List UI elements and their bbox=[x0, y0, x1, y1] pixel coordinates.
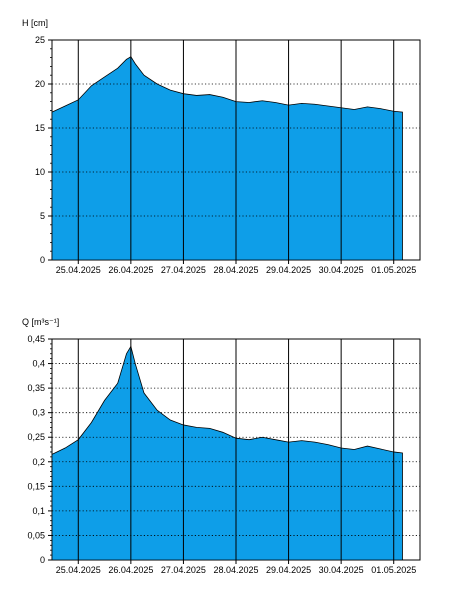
discharge-data-point bbox=[380, 448, 381, 449]
level-data-point bbox=[51, 112, 52, 113]
discharge-xtick-label: 29.04.2025 bbox=[266, 565, 311, 575]
level-data-point bbox=[327, 105, 328, 106]
discharge-data-point bbox=[314, 442, 315, 443]
level-xtick-label: 29.04.2025 bbox=[266, 265, 311, 275]
level-data-point bbox=[91, 85, 92, 86]
level-data-point bbox=[354, 109, 355, 110]
level-data-point bbox=[367, 106, 368, 107]
discharge-data-point bbox=[301, 440, 302, 441]
level-xtick-label: 01.05.2025 bbox=[371, 265, 416, 275]
discharge-ylabel: Q [m³s⁻¹] bbox=[22, 317, 59, 327]
level-data-point bbox=[209, 94, 210, 95]
level-ytick-label: 0 bbox=[40, 255, 45, 265]
discharge-data-point bbox=[143, 392, 144, 393]
discharge-data-point bbox=[65, 447, 66, 448]
discharge-ytick-label: 0,4 bbox=[32, 359, 45, 369]
discharge-data-point bbox=[157, 410, 158, 411]
discharge-ytick-label: 0,15 bbox=[27, 481, 45, 491]
level-data-point bbox=[143, 75, 144, 76]
level-chart: 0 5 10 15 20 25 25.04.2025 26.04.2025 27.04.2025… bbox=[22, 18, 421, 275]
discharge-xtick-label: 28.04.2025 bbox=[213, 565, 258, 575]
discharge-data-point bbox=[327, 444, 328, 445]
discharge-data-point bbox=[249, 439, 250, 440]
level-ytick-label: 20 bbox=[35, 79, 45, 89]
level-series-area bbox=[51, 56, 403, 261]
discharge-xtick-label: 27.04.2025 bbox=[161, 565, 206, 575]
level-ytick-label: 15 bbox=[35, 123, 45, 133]
level-xtick-label: 28.04.2025 bbox=[213, 265, 258, 275]
level-ylabel: H [cm] bbox=[22, 18, 48, 28]
discharge-xtick-label: 30.04.2025 bbox=[319, 565, 364, 575]
level-data-point bbox=[249, 102, 250, 103]
level-data-point bbox=[170, 90, 171, 91]
level-data-point bbox=[196, 95, 197, 96]
discharge-ytick-label: 0,45 bbox=[27, 334, 45, 344]
level-data-point bbox=[275, 102, 276, 103]
level-data-point bbox=[65, 105, 66, 106]
discharge-data-point bbox=[51, 454, 52, 455]
discharge-series-area bbox=[51, 345, 403, 561]
discharge-data-point bbox=[354, 449, 355, 450]
discharge-chart: 0 0,05 0,1 0,15 0,2 0,25 0,3 0,35 0,4 0,45 25.04.2… bbox=[22, 317, 421, 575]
discharge-data-point bbox=[170, 419, 171, 420]
level-data-point bbox=[104, 76, 105, 77]
level-data-point bbox=[135, 63, 136, 64]
discharge-ytick-label: 0,3 bbox=[32, 408, 45, 418]
level-data-point bbox=[117, 68, 118, 69]
level-data-point bbox=[402, 112, 403, 113]
level-ytick-label: 5 bbox=[40, 211, 45, 221]
level-data-point bbox=[301, 103, 302, 104]
discharge-ytick-label: 0,25 bbox=[27, 432, 45, 442]
discharge-data-point bbox=[275, 439, 276, 440]
level-data-point bbox=[222, 97, 223, 98]
discharge-data-point bbox=[402, 452, 403, 453]
level-data-point bbox=[262, 100, 263, 101]
discharge-ytick-label: 0,1 bbox=[32, 506, 45, 516]
discharge-xtick-label: 26.04.2025 bbox=[108, 565, 153, 575]
discharge-ytick-label: 0 bbox=[40, 555, 45, 565]
discharge-data-point bbox=[126, 353, 127, 354]
discharge-data-point bbox=[135, 363, 136, 364]
level-xtick-label: 26.04.2025 bbox=[108, 265, 153, 275]
discharge-data-point bbox=[104, 400, 105, 401]
level-xtick-label: 30.04.2025 bbox=[319, 265, 364, 275]
level-ytick-label: 25 bbox=[35, 35, 45, 45]
level-data-point bbox=[314, 104, 315, 105]
level-xtick-label: 25.04.2025 bbox=[56, 265, 101, 275]
level-data-point bbox=[126, 59, 127, 60]
discharge-ytick-label: 0,35 bbox=[27, 383, 45, 393]
level-ytick-label: 10 bbox=[35, 167, 45, 177]
discharge-data-point bbox=[196, 427, 197, 428]
discharge-data-point bbox=[262, 437, 263, 438]
discharge-data-point bbox=[91, 422, 92, 423]
level-data-point bbox=[380, 108, 381, 109]
discharge-ytick-label: 0,2 bbox=[32, 457, 45, 467]
discharge-xtick-label: 25.04.2025 bbox=[56, 565, 101, 575]
discharge-data-point bbox=[367, 445, 368, 446]
discharge-data-point bbox=[209, 428, 210, 429]
discharge-data-point bbox=[117, 383, 118, 384]
discharge-xtick-label: 01.05.2025 bbox=[371, 565, 416, 575]
discharge-data-point bbox=[222, 432, 223, 433]
discharge-ytick-label: 0,05 bbox=[27, 530, 45, 540]
level-xtick-label: 27.04.2025 bbox=[161, 265, 206, 275]
